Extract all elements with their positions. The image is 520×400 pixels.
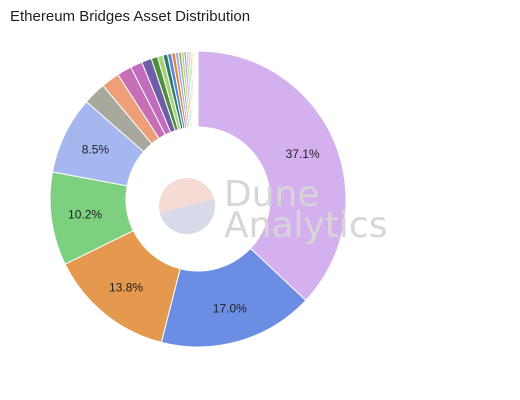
watermark: Dune Analytics	[159, 174, 387, 246]
watermark-line1: Dune	[224, 174, 320, 215]
slice-label-4: 10.2%	[68, 207, 102, 221]
pie-slice-28[interactable]	[196, 50, 199, 128]
pie-slice-1[interactable]	[197, 50, 347, 302]
watermark-line2: Analytics	[224, 205, 387, 246]
pie-slice-2[interactable]	[160, 247, 307, 348]
slice-label-3: 13.8%	[109, 280, 143, 294]
pie-labels: 37.1% 17.0% 13.8% 10.2% 8.5%	[68, 142, 320, 315]
pie-slices	[49, 50, 347, 348]
slice-label-5: 8.5%	[82, 142, 110, 156]
chart-title: Ethereum Bridges Asset Distribution	[10, 8, 251, 25]
slice-label-2: 17.0%	[213, 301, 247, 315]
watermark-logo-lower	[159, 199, 216, 234]
slice-label-1: 37.1%	[286, 147, 320, 161]
